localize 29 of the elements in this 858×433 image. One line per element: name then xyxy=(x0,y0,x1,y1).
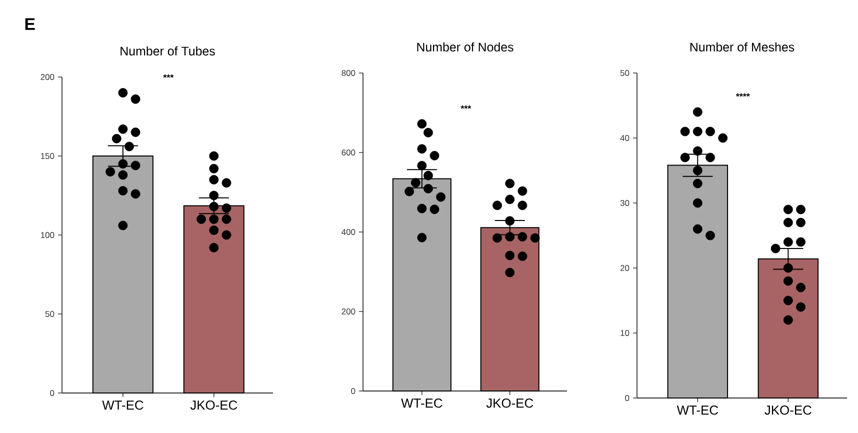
annotation: *** xyxy=(163,74,174,78)
y-tick-label: 50 xyxy=(45,311,54,317)
annotation: **** xyxy=(736,93,750,97)
x-tick-label: JKO-EC xyxy=(190,400,238,410)
x-tick-label: WT-EC xyxy=(676,406,718,415)
y-tick-label: 200 xyxy=(40,74,54,80)
y-tick-label: 800 xyxy=(342,70,356,76)
y-tick-label: 0 xyxy=(625,395,630,401)
y-tick-label: 30 xyxy=(620,200,630,206)
x-tick-label: WT-EC xyxy=(102,400,144,410)
y-tick-label: 600 xyxy=(342,150,356,156)
y-tick-label: 100 xyxy=(40,232,54,238)
y-tick-label: 40 xyxy=(620,135,630,141)
y-tick-label: 150 xyxy=(40,153,54,159)
y-tick-label: 20 xyxy=(620,265,630,271)
y-tick-label: 400 xyxy=(342,229,356,235)
chart-title: Number of Meshes xyxy=(690,42,794,52)
x-tick-label: JKO-EC xyxy=(486,398,534,408)
x-tick-label: JKO-EC xyxy=(764,406,812,415)
x-tick-label: WT-EC xyxy=(401,398,442,408)
text: E xyxy=(25,18,35,30)
chart-title: Number of Tubes xyxy=(120,46,215,56)
y-tick-label: 0 xyxy=(351,388,356,394)
y-tick-label: 10 xyxy=(620,330,630,336)
y-tick-label: 0 xyxy=(50,390,54,396)
annotation: *** xyxy=(460,105,472,109)
y-tick-label: 200 xyxy=(342,308,356,314)
chart-title: Number of Nodes xyxy=(417,42,514,52)
y-tick-label: 50 xyxy=(620,70,630,76)
